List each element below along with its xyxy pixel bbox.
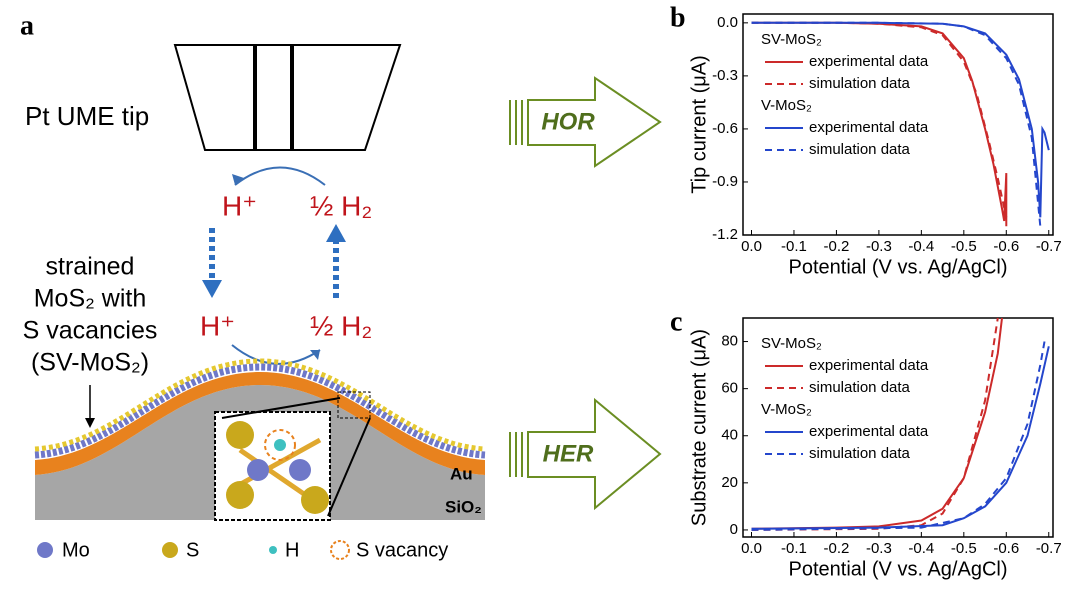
sample-line: strained <box>46 253 135 281</box>
data-line <box>751 21 1008 218</box>
legend-group: SV-MoS₂ <box>761 335 822 352</box>
legend-text: S <box>186 539 199 561</box>
mo-atom <box>289 459 311 481</box>
legend-text: experimental data <box>809 119 929 136</box>
x-tick-label: -0.5 <box>951 540 977 557</box>
vacancy <box>264 429 296 461</box>
legend-s <box>162 542 178 558</box>
x-tick-label: -0.4 <box>908 540 934 557</box>
y-axis-title: Substrate current (μA) <box>688 329 710 526</box>
data-line <box>751 21 1042 227</box>
half-h2: ½ H₂ <box>310 310 372 341</box>
panel-label: b <box>670 2 686 33</box>
x-tick-label: -0.1 <box>781 238 807 255</box>
data-line <box>751 346 1050 530</box>
zoom-line <box>327 417 371 517</box>
legend-text: H <box>285 539 299 561</box>
y-tick-label: -0.3 <box>712 67 738 84</box>
sample-line: (SV-MoS₂) <box>31 349 149 377</box>
x-axis-title: Potential (V vs. Ag/AgCl) <box>789 256 1008 278</box>
x-tick-label: -0.6 <box>993 238 1019 255</box>
zoom-line <box>221 397 341 419</box>
s-atom <box>301 486 329 514</box>
legend-text: experimental data <box>809 53 929 70</box>
x-tick-label: -0.2 <box>823 540 849 557</box>
legend-text: simulation data <box>809 445 911 462</box>
y-axis-title: Tip current (μA) <box>688 55 710 194</box>
x-tick-label: -0.1 <box>781 540 807 557</box>
mos2-layer <box>34 358 486 452</box>
legend-h <box>269 546 277 554</box>
h-plus: H⁺ <box>200 310 235 341</box>
cycle-arrow <box>234 166 326 186</box>
x-tick-label: -0.5 <box>951 238 977 255</box>
arrowhead <box>202 280 222 298</box>
legend-vacancy <box>330 540 350 560</box>
process-arrow <box>509 397 662 511</box>
s-atom <box>226 481 254 509</box>
legend-mo <box>37 542 53 558</box>
x-tick-label: -0.4 <box>908 238 934 255</box>
panel-label: c <box>670 306 682 337</box>
au-label: Au <box>450 464 473 483</box>
plot-frame <box>742 13 1054 236</box>
arrowhead <box>310 350 320 360</box>
y-tick-label: -0.9 <box>712 173 738 190</box>
y-tick-label: 80 <box>721 333 738 350</box>
data-line <box>751 317 999 531</box>
sample-line: S vacancies <box>23 317 158 345</box>
plot-frame <box>742 317 1054 538</box>
s-atom <box>226 421 254 449</box>
arrowhead <box>232 174 244 185</box>
x-tick-label: -0.3 <box>866 238 892 255</box>
h-plus: H⁺ <box>222 190 257 221</box>
y-tick-label: -0.6 <box>712 120 738 137</box>
legend-group: V-MoS₂ <box>761 97 812 114</box>
x-tick-label: -0.3 <box>866 540 892 557</box>
x-axis-title: Potential (V vs. Ag/AgCl) <box>789 558 1008 580</box>
legend-text: Mo <box>62 539 90 561</box>
legend-group: V-MoS₂ <box>761 401 812 418</box>
x-tick-label: -0.7 <box>1036 238 1062 255</box>
legend-text: experimental data <box>809 357 929 374</box>
mo-atom <box>247 459 269 481</box>
panel-label: a <box>20 10 34 41</box>
legend-text: simulation data <box>809 75 911 92</box>
y-tick-label: 0.0 <box>717 14 738 31</box>
atom-legend: Mo S H S vacancy <box>37 539 448 561</box>
sio2-label: SiO₂ <box>445 497 482 516</box>
tip <box>173 44 402 151</box>
legend-group: SV-MoS₂ <box>761 31 822 48</box>
legend-text: simulation data <box>809 379 911 396</box>
h-atom <box>274 439 286 451</box>
arrow-label: HER <box>543 440 594 467</box>
x-tick-label: -0.6 <box>993 540 1019 557</box>
data-line <box>751 21 1050 218</box>
process-arrow <box>509 76 662 168</box>
arrowhead <box>85 418 95 428</box>
half-h2: ½ H₂ <box>310 190 372 221</box>
sample-label: strained MoS₂ with S vacancies (SV-MoS₂) <box>23 253 158 377</box>
x-tick-label: -0.2 <box>823 238 849 255</box>
legend-text: experimental data <box>809 423 929 440</box>
y-tick-label: 0 <box>730 521 738 538</box>
legend-text: simulation data <box>809 141 911 158</box>
x-tick-label: 0.0 <box>741 540 762 557</box>
arrowhead <box>326 224 346 242</box>
x-tick-label: -0.7 <box>1036 540 1062 557</box>
y-tick-label: 20 <box>721 474 738 491</box>
zoom-box <box>337 391 371 419</box>
data-line <box>751 341 1046 531</box>
tip-label: Pt UME tip <box>25 101 149 131</box>
legend-text: S vacancy <box>356 539 448 561</box>
y-tick-label: -1.2 <box>712 226 738 243</box>
y-tick-label: 60 <box>721 380 738 397</box>
x-tick-label: 0.0 <box>741 238 762 255</box>
y-tick-label: 40 <box>721 427 738 444</box>
bond <box>228 437 322 493</box>
arrow-label: HOR <box>541 108 595 135</box>
sample-line: MoS₂ with <box>34 285 147 313</box>
